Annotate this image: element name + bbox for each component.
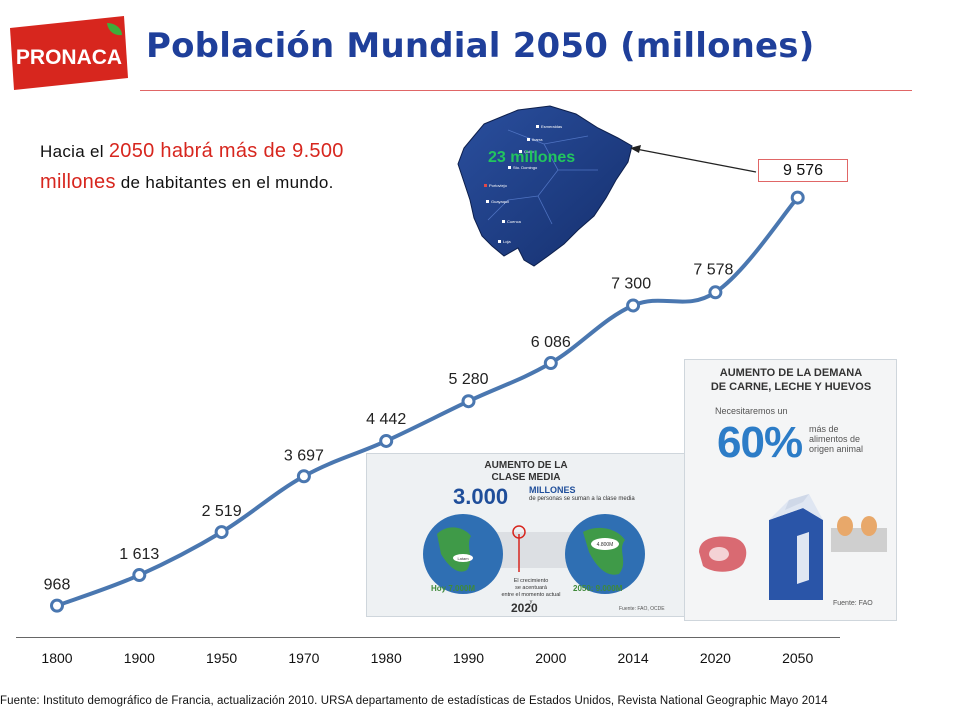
title-divider [140, 90, 912, 91]
x-tick-1950: 1950 [206, 650, 237, 666]
x-tick-1900: 1900 [124, 650, 155, 666]
x-tick-1980: 1980 [371, 650, 402, 666]
intro-text: Hacia el 2050 habrá más de 9.500 millone… [40, 136, 420, 198]
caption-today: Hoy 7.000M [431, 584, 476, 593]
svg-text:Loja: Loja [503, 239, 511, 244]
svg-text:Sto. Domingo: Sto. Domingo [513, 165, 538, 170]
value-label-2014: 7 300 [611, 275, 651, 292]
x-tick-2000: 2000 [535, 650, 566, 666]
data-point-1980 [379, 433, 394, 448]
city-markers: Esmeraldas Ibarra Quito Sto. Domingo Por… [484, 124, 562, 244]
leaf-icon [107, 23, 122, 36]
svg-text:PRONACA: PRONACA [16, 46, 122, 69]
milk-carton-icon [769, 508, 823, 600]
value-label-1970: 3 697 [284, 447, 324, 464]
intro-part4: de habitantes en el mundo. [115, 173, 334, 192]
caption-growth: El crecimiento se acentuará entre el mom… [501, 578, 561, 605]
value-label-1990: 5 280 [448, 371, 488, 388]
globes-illustration: Latam 4.800M [423, 514, 645, 594]
x-axis-line [16, 637, 840, 638]
middle-class-infographic: AUMENTO DE LA CLASE MEDIA 3.000 MILLONES… [366, 453, 688, 617]
data-point-1900 [132, 568, 147, 583]
intro-highlight-1: 2050 habrá más de 9.500 [108, 140, 344, 162]
ecuador-map: Esmeraldas Ibarra Quito Sto. Domingo Por… [457, 105, 633, 267]
middle-class-big-number: 3.000 [453, 484, 509, 509]
food-demand-source: Fuente: FAO [833, 600, 873, 607]
middle-class-subtitle: de personas se suman a la clase media [529, 496, 635, 502]
arrow-head-icon [630, 145, 641, 153]
food-demand-lead: Necesitaremos un [715, 406, 788, 416]
data-point-2020 [708, 285, 723, 300]
data-point-1990 [461, 394, 476, 409]
value-label-2000: 6 086 [531, 334, 571, 351]
data-point-2000 [543, 356, 558, 371]
data-point-2014 [626, 298, 641, 313]
page-title: Población Mundial 2050 (millones) [146, 26, 815, 66]
data-point-2050 [790, 190, 805, 205]
intro-highlight-2: millones [40, 171, 116, 193]
svg-text:Ibarra: Ibarra [532, 137, 543, 142]
middle-class-source: Fuente: FAO, OCDE [619, 606, 665, 612]
data-point-1970 [296, 469, 311, 484]
callout-arrow [635, 148, 757, 173]
value-label-1980: 4 442 [366, 411, 406, 428]
series-line [55, 195, 800, 608]
value-label-2020: 7 578 [693, 261, 733, 278]
value-label-1800: 968 [44, 577, 71, 594]
svg-text:Cuenca: Cuenca [507, 219, 522, 224]
food-demand-percent: 60% [717, 418, 803, 467]
caption-year: 2020 [511, 601, 538, 615]
food-demand-desc: más de alimentos de origen animal [809, 424, 864, 454]
x-tick-1800: 1800 [41, 650, 72, 666]
svg-text:Guayaquil: Guayaquil [491, 199, 509, 204]
value-label-1950: 2 519 [202, 503, 242, 520]
map-population-label: 23 millones [488, 149, 576, 166]
svg-text:Esmeraldas: Esmeraldas [541, 124, 562, 129]
data-point-1950 [214, 525, 229, 540]
x-tick-1990: 1990 [453, 650, 484, 666]
caption-2050: 2050: 9.000M [573, 584, 623, 593]
x-tick-2050: 2050 [782, 650, 813, 666]
source-footnote: Fuente: Instituto demográfico de Francia… [0, 695, 828, 707]
x-tick-2020: 2020 [700, 650, 731, 666]
food-demand-title: AUMENTO DE LA DEMANA DE CARNE, LECHE Y H… [710, 367, 872, 393]
middle-class-title: AUMENTO DE LA CLASE MEDIA [484, 460, 568, 483]
svg-text:Latam: Latam [457, 556, 469, 561]
pronaca-logo: PRONACA [10, 16, 128, 90]
value-label-1900: 1 613 [119, 546, 159, 563]
x-tick-2014: 2014 [618, 650, 649, 666]
food-illustration [699, 494, 887, 600]
svg-text:Portoviejo: Portoviejo [489, 183, 508, 188]
data-point-1800 [50, 598, 64, 613]
svg-text:4.800M: 4.800M [597, 542, 614, 548]
middle-class-unit: MILLONES [529, 485, 576, 495]
x-tick-1970: 1970 [288, 650, 319, 666]
callout-2050-value: 9 576 [758, 159, 848, 182]
intro-part1: Hacia el [40, 142, 109, 161]
pin-icon [512, 525, 526, 539]
svg-text:Quito: Quito [524, 149, 534, 154]
food-demand-infographic: AUMENTO DE LA DEMANA DE CARNE, LECHE Y H… [684, 359, 897, 621]
